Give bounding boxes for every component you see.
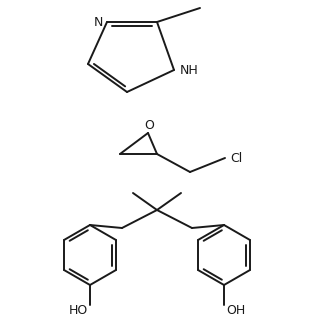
- Text: HO: HO: [68, 303, 88, 316]
- Text: NH: NH: [180, 63, 198, 76]
- Text: OH: OH: [226, 303, 246, 316]
- Text: N: N: [93, 15, 103, 28]
- Text: Cl: Cl: [230, 151, 242, 164]
- Text: O: O: [144, 118, 154, 132]
